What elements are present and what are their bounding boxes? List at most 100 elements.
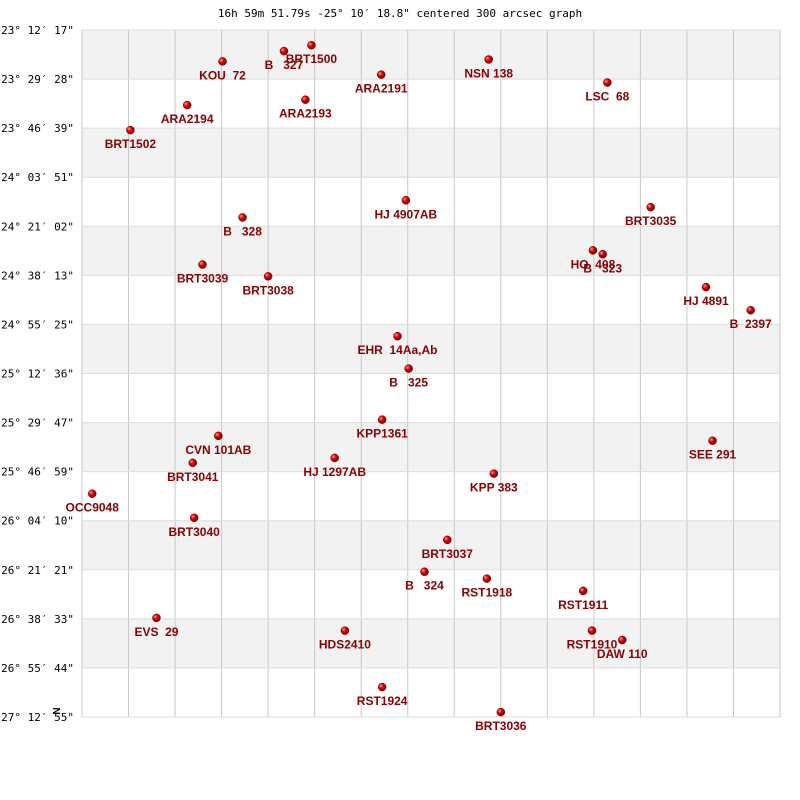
star-label: BRT1502 — [105, 137, 157, 151]
grid-band — [82, 667, 780, 717]
star-marker — [496, 707, 506, 717]
y-tick-label: -23° 46′ 39" — [0, 122, 74, 135]
star-marker — [701, 282, 711, 292]
star-marker — [598, 250, 607, 259]
star-label: B 325 — [389, 376, 428, 390]
star-label: BRT3036 — [475, 719, 527, 733]
star-label: BRT1500 — [286, 52, 338, 66]
star-marker — [420, 567, 429, 576]
y-tick-label: -26° 38′ 33" — [0, 613, 74, 626]
star-marker — [646, 202, 655, 212]
grid-band — [82, 618, 780, 668]
star-marker — [189, 513, 199, 523]
star-label: B 323 — [583, 261, 622, 275]
star-label: BRT3035 — [625, 214, 677, 228]
star-marker — [484, 55, 493, 64]
star-label: BRT3039 — [177, 272, 229, 286]
grid-band — [82, 79, 780, 129]
star-marker — [404, 364, 413, 373]
star-marker — [340, 626, 350, 635]
star-marker — [746, 305, 755, 315]
star-label: BRT3038 — [242, 283, 294, 297]
star-marker — [708, 436, 717, 445]
star-marker — [377, 682, 387, 692]
y-tick-label: -25° 46′ 59" — [0, 466, 74, 479]
y-tick-label: -24° 38′ 13" — [0, 269, 74, 282]
star-marker — [301, 95, 310, 104]
star-label: ARA2194 — [161, 112, 214, 126]
star-marker — [198, 260, 207, 269]
plot-grid — [81, 29, 781, 718]
star-marker — [263, 272, 273, 281]
y-tick-label: -26° 55′ 44" — [0, 662, 74, 675]
star-marker — [188, 458, 197, 468]
star-label: KOU 72 — [199, 68, 246, 82]
star-marker — [376, 70, 386, 79]
star-label: EHR 14Aa,Ab — [357, 343, 437, 357]
star-label: B 2397 — [730, 317, 772, 331]
grid-band — [82, 471, 780, 521]
star-label: OCC9048 — [66, 501, 120, 515]
star-label: ARA2191 — [355, 82, 408, 96]
star-marker — [182, 100, 192, 110]
star-marker — [218, 57, 227, 66]
star-marker — [87, 489, 97, 498]
star-marker — [377, 415, 387, 424]
star-marker — [588, 246, 598, 255]
star-markers — [87, 40, 755, 717]
star-label: B 324 — [405, 579, 444, 593]
y-tick-label: -24° 55′ 25" — [0, 318, 74, 331]
star-marker — [307, 40, 316, 50]
star-label: B 328 — [223, 224, 262, 238]
star-label: BRT3037 — [422, 547, 474, 561]
y-axis-ticks: -23° 12′ 17" -23° 29′ 28" -23° 46′ 39" -24°… — [0, 24, 74, 724]
grid-band — [82, 30, 780, 80]
star-label: HO 408 — [571, 257, 616, 271]
star-label: RST1911 — [558, 598, 608, 612]
star-marker — [489, 469, 499, 478]
chart-title: 16h 59m 51.79s -25° 10′ 18.8" centered 3… — [218, 7, 582, 20]
grid-band — [82, 520, 780, 570]
star-label: ARA2193 — [279, 107, 332, 121]
star-marker — [126, 125, 135, 135]
star-label: EVS 29 — [134, 625, 178, 639]
y-tick-label: -25° 29′ 47" — [0, 417, 74, 430]
grid-band — [82, 324, 780, 374]
star-marker — [482, 574, 492, 583]
grid-band — [82, 128, 780, 178]
star-label: HJ 4907AB — [375, 207, 438, 221]
star-label: NSN 138 — [464, 66, 513, 80]
y-tick-label: -24° 03′ 51" — [0, 171, 74, 184]
star-marker — [238, 213, 247, 222]
star-marker — [618, 635, 627, 645]
y-tick-label: -27° 12′ 55" — [0, 711, 74, 724]
star-marker — [443, 535, 452, 545]
plot-bands — [82, 30, 780, 717]
star-label: KPP1361 — [356, 427, 408, 441]
star-label: HJ 4891 — [683, 294, 729, 308]
star-label: HDS2410 — [319, 638, 371, 652]
y-tick-label: -24° 21′ 02" — [0, 220, 74, 233]
grid-band — [82, 373, 780, 423]
star-marker — [279, 46, 289, 56]
star-label: SEE 291 — [689, 448, 737, 462]
grid-band — [82, 569, 780, 619]
star-label: RST1918 — [461, 586, 512, 600]
star-label: KPP 383 — [470, 481, 518, 495]
star-marker — [214, 431, 223, 441]
star-marker — [393, 331, 402, 341]
y-tick-label: -26° 04′ 10" — [0, 515, 74, 528]
star-label: LSC 68 — [585, 90, 629, 104]
north-axis-label: N — [52, 707, 63, 714]
star-label: BRT3040 — [168, 525, 220, 539]
star-marker — [578, 586, 588, 596]
grid-band — [82, 422, 780, 472]
star-marker — [587, 626, 597, 635]
star-label: B 327 — [265, 58, 304, 72]
grid-band — [82, 275, 780, 325]
star-label: DAW 110 — [597, 647, 648, 661]
star-marker — [330, 453, 339, 463]
y-tick-label: -23° 29′ 28" — [0, 73, 74, 86]
